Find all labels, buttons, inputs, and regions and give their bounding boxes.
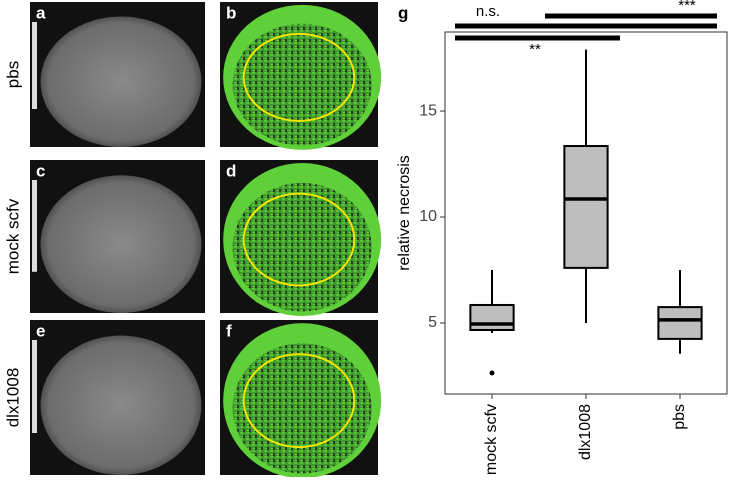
- panel-letter: c: [36, 161, 45, 180]
- panel-letter: f: [226, 321, 232, 340]
- box: [563, 145, 609, 269]
- row-label: mock scfv: [3, 198, 22, 274]
- y-tick-label: 10: [419, 208, 437, 225]
- box: [469, 303, 515, 331]
- outlier: [489, 370, 495, 376]
- panel-label: g: [398, 3, 408, 22]
- tissue: [232, 23, 372, 146]
- x-tick-label: mock scfv: [483, 404, 500, 475]
- scale-bar: [32, 340, 37, 433]
- x-tick-label: pbs: [671, 404, 688, 430]
- y-axis-label: relative necrosis: [396, 155, 413, 271]
- significance-label: ***: [678, 0, 696, 14]
- significance-label: n.s.: [476, 3, 500, 20]
- tissue: [232, 182, 372, 312]
- tissue: [40, 16, 202, 147]
- y-tick-label: 5: [428, 314, 437, 331]
- scale-bar: [32, 22, 37, 109]
- row-label: dlx1008: [3, 368, 22, 428]
- row-label: pbs: [3, 61, 22, 88]
- roi: [242, 192, 356, 287]
- scale-bar: [32, 180, 37, 272]
- panel-letter: d: [226, 161, 236, 180]
- tissue: [232, 343, 372, 474]
- panel-letter: e: [36, 321, 45, 340]
- tissue: [40, 175, 202, 313]
- x-tick-label: dlx1008: [577, 404, 594, 460]
- box: [657, 306, 703, 340]
- roi: [242, 353, 356, 449]
- significance-label: **: [529, 41, 541, 58]
- y-tick-label: 15: [419, 102, 437, 119]
- panel-letter: b: [226, 3, 236, 22]
- panel-letter: a: [36, 3, 46, 22]
- tissue: [40, 335, 202, 475]
- roi: [242, 32, 356, 122]
